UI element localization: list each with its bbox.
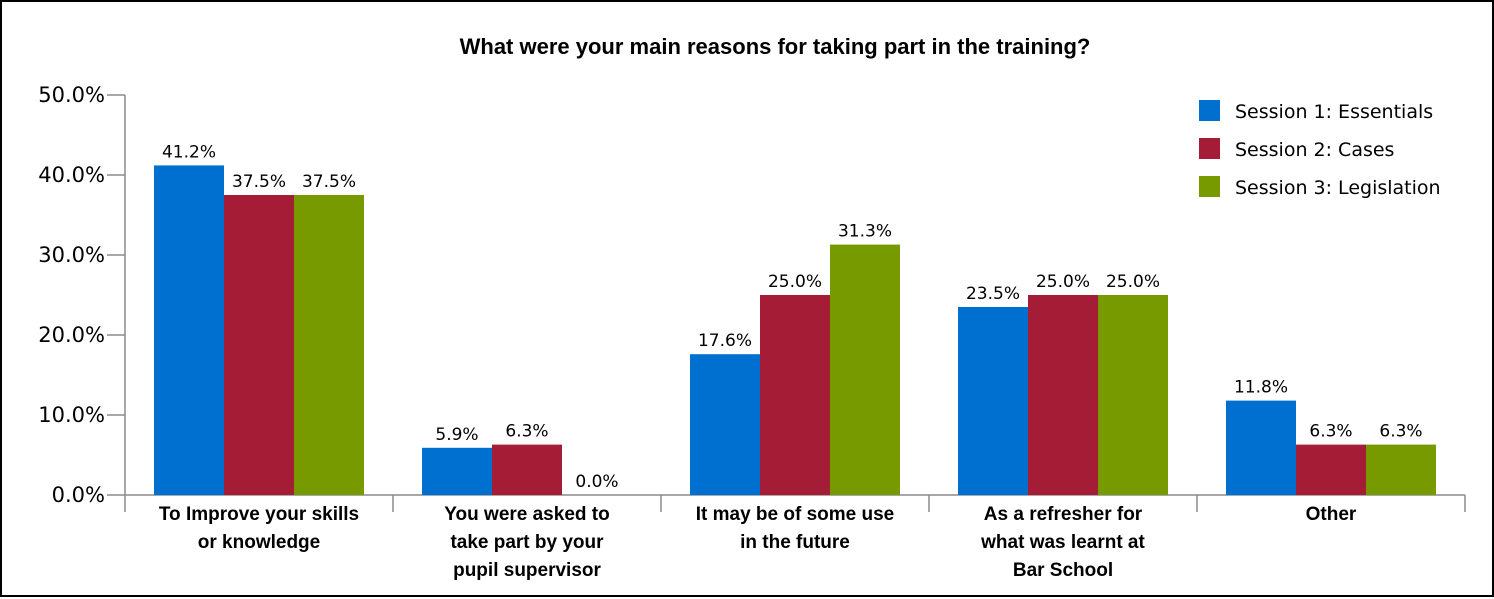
data-label: 11.8% bbox=[1234, 378, 1288, 398]
y-tick-label: 50.0% bbox=[38, 83, 105, 107]
legend-label: Session 3: Legislation bbox=[1235, 177, 1441, 199]
data-label: 25.0% bbox=[768, 272, 822, 292]
y-tick-label: 40.0% bbox=[38, 163, 105, 187]
bar bbox=[492, 444, 562, 495]
data-label: 41.2% bbox=[162, 142, 216, 162]
chart-title: What were your main reasons for taking p… bbox=[460, 34, 1091, 59]
legend-swatch bbox=[1199, 100, 1220, 121]
bar bbox=[1296, 444, 1366, 495]
y-tick-label: 20.0% bbox=[38, 323, 105, 347]
category-label: Other bbox=[1306, 504, 1357, 525]
bar bbox=[760, 295, 830, 495]
bar bbox=[154, 165, 224, 495]
legend-label: Session 1: Essentials bbox=[1235, 101, 1433, 123]
axes: 0.0% 10.0% 20.0% 30.0% 40.0% 50.0% bbox=[38, 83, 1466, 512]
data-label: 6.3% bbox=[1309, 422, 1352, 442]
data-label: 5.9% bbox=[435, 425, 478, 445]
legend-swatch bbox=[1199, 138, 1220, 159]
data-label: 37.5% bbox=[302, 172, 356, 192]
legend: Session 1: Essentials Session 2: Cases Ses… bbox=[1199, 100, 1441, 199]
category-label: You were asked to take part by your pupil … bbox=[444, 504, 609, 581]
bar bbox=[958, 307, 1028, 495]
category-label: As a refresher for what was learnt at Bar … bbox=[980, 504, 1145, 581]
category-labels: To Improve your skills or knowledge You we… bbox=[159, 504, 1357, 581]
bar bbox=[224, 195, 294, 495]
bar bbox=[1366, 444, 1436, 495]
bars bbox=[154, 165, 1436, 495]
data-label: 0.0% bbox=[575, 472, 618, 492]
y-tick-label: 10.0% bbox=[38, 403, 105, 427]
data-label: 23.5% bbox=[966, 284, 1020, 304]
data-labels: 41.2% 37.5% 37.5% 5.9% 6.3% 0.0% 17.6% 25.0% 31.… bbox=[162, 142, 1423, 492]
bar bbox=[1028, 295, 1098, 495]
category-label: To Improve your skills or knowledge bbox=[159, 504, 359, 553]
y-tick-label: 30.0% bbox=[38, 243, 105, 267]
y-tick-label: 0.0% bbox=[52, 483, 105, 507]
bar bbox=[422, 447, 492, 495]
data-label: 25.0% bbox=[1106, 272, 1160, 292]
legend-label: Session 2: Cases bbox=[1235, 139, 1394, 161]
data-label: 17.6% bbox=[698, 331, 752, 351]
bar bbox=[1226, 400, 1296, 495]
bar bbox=[1098, 295, 1168, 495]
bar bbox=[830, 244, 900, 495]
data-label: 6.3% bbox=[505, 422, 548, 442]
data-label: 37.5% bbox=[232, 172, 286, 192]
data-label: 25.0% bbox=[1036, 272, 1090, 292]
bar bbox=[294, 195, 364, 495]
bar bbox=[690, 354, 760, 495]
data-label: 31.3% bbox=[838, 222, 892, 242]
category-label: It may be of some use in the future bbox=[696, 504, 895, 553]
data-label: 6.3% bbox=[1379, 422, 1422, 442]
legend-swatch bbox=[1199, 176, 1220, 197]
